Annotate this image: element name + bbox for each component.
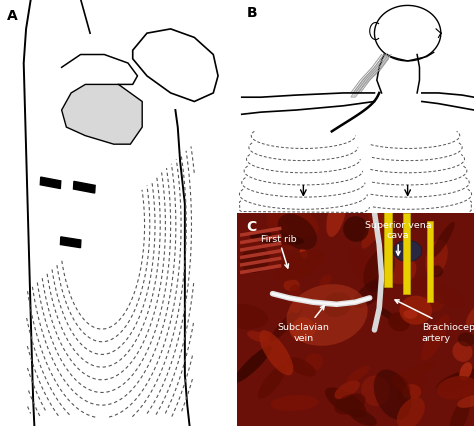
Bar	[427, 222, 433, 302]
Ellipse shape	[347, 366, 370, 383]
Ellipse shape	[319, 275, 331, 288]
Ellipse shape	[266, 214, 296, 251]
Ellipse shape	[437, 376, 474, 400]
Ellipse shape	[362, 202, 392, 249]
Ellipse shape	[400, 296, 432, 325]
Ellipse shape	[325, 388, 367, 417]
Ellipse shape	[393, 241, 422, 262]
Ellipse shape	[459, 362, 472, 380]
Ellipse shape	[273, 250, 325, 281]
Polygon shape	[133, 30, 218, 102]
Polygon shape	[351, 55, 389, 98]
Ellipse shape	[278, 214, 317, 250]
Ellipse shape	[219, 304, 268, 330]
Ellipse shape	[388, 312, 410, 332]
Ellipse shape	[283, 279, 300, 292]
Ellipse shape	[240, 247, 270, 273]
Ellipse shape	[363, 249, 395, 293]
Ellipse shape	[267, 203, 319, 238]
Text: Superior vena
cava: Superior vena cava	[365, 220, 431, 255]
Ellipse shape	[421, 293, 445, 312]
Ellipse shape	[402, 222, 434, 230]
Bar	[384, 207, 392, 288]
Text: A: A	[7, 9, 18, 23]
Ellipse shape	[361, 376, 390, 406]
Ellipse shape	[453, 341, 473, 362]
Bar	[403, 213, 410, 294]
Ellipse shape	[458, 333, 474, 347]
Ellipse shape	[287, 357, 316, 377]
Ellipse shape	[258, 365, 286, 399]
Ellipse shape	[259, 331, 293, 375]
Ellipse shape	[403, 310, 418, 319]
Ellipse shape	[350, 409, 377, 426]
Ellipse shape	[326, 194, 346, 237]
Bar	[40, 178, 61, 189]
Ellipse shape	[375, 306, 399, 324]
Bar	[61, 237, 81, 248]
Text: C: C	[246, 219, 257, 233]
Ellipse shape	[288, 285, 302, 314]
Ellipse shape	[382, 254, 416, 284]
Ellipse shape	[334, 381, 360, 399]
Ellipse shape	[437, 369, 474, 392]
Text: Subclavian
vein: Subclavian vein	[277, 306, 329, 342]
Ellipse shape	[374, 370, 411, 420]
Ellipse shape	[425, 240, 448, 276]
Ellipse shape	[391, 361, 439, 383]
Ellipse shape	[402, 384, 421, 400]
Ellipse shape	[247, 331, 268, 343]
Ellipse shape	[233, 346, 272, 383]
Ellipse shape	[457, 395, 474, 408]
Ellipse shape	[334, 394, 366, 414]
Ellipse shape	[323, 293, 351, 317]
Ellipse shape	[343, 217, 369, 242]
Ellipse shape	[421, 315, 449, 361]
Ellipse shape	[271, 395, 319, 411]
Ellipse shape	[414, 276, 465, 308]
Ellipse shape	[349, 248, 373, 285]
Polygon shape	[62, 85, 142, 145]
Ellipse shape	[430, 266, 443, 277]
Ellipse shape	[290, 317, 315, 342]
Ellipse shape	[250, 233, 304, 246]
Ellipse shape	[392, 374, 410, 394]
Ellipse shape	[305, 354, 323, 371]
Ellipse shape	[397, 370, 428, 405]
Ellipse shape	[466, 305, 474, 326]
Text: B: B	[246, 6, 257, 20]
Bar	[73, 182, 95, 193]
Ellipse shape	[300, 249, 308, 259]
Ellipse shape	[397, 397, 425, 426]
Ellipse shape	[448, 394, 471, 426]
Ellipse shape	[286, 285, 368, 346]
Text: Brachiocephalic
artery: Brachiocephalic artery	[395, 300, 474, 342]
Ellipse shape	[270, 308, 302, 342]
Ellipse shape	[363, 198, 387, 245]
Ellipse shape	[431, 222, 455, 258]
Ellipse shape	[353, 278, 388, 308]
Text: First rib: First rib	[261, 234, 296, 268]
